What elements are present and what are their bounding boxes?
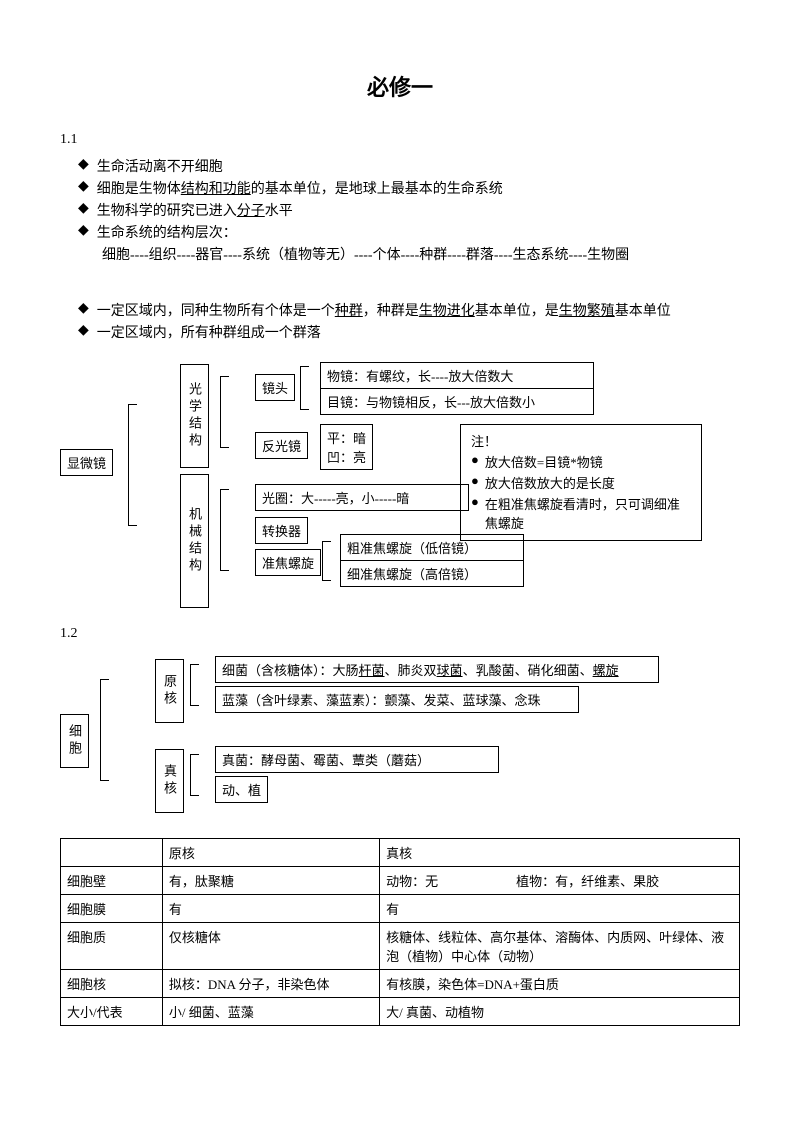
- box-optical: 光学结构: [180, 364, 209, 468]
- comparison-table: 原核 真核 细胞壁有，肽聚糖动物：无 植物：有，纤维素、果胶 细胞膜有有 细胞质…: [60, 838, 740, 1026]
- box-fine-focus: 细准焦螺旋（高倍镜）: [340, 560, 524, 587]
- table-header-row: 原核 真核: [61, 839, 740, 867]
- page-title: 必修一: [60, 70, 740, 102]
- box-objective: 物镜：有螺纹，长----放大倍数大: [320, 362, 594, 389]
- box-lens: 镜头: [255, 374, 295, 401]
- bullet-1: ◆生命活动离不开细胞: [78, 156, 740, 176]
- table-row: 细胞核拟核：DNA 分子，非染色体有核膜，染色体=DNA+蛋白质: [61, 970, 740, 998]
- box-mirror-type: 平：暗 凹：亮: [320, 424, 373, 470]
- bullet-3: ◆生物科学的研究已进入分子水平: [78, 200, 740, 220]
- box-eyepiece: 目镜：与物镜相反，长---放大倍数小: [320, 388, 594, 415]
- box-eukaryote: 真核: [155, 749, 184, 813]
- th-blank: [61, 839, 163, 867]
- box-cell: 细胞: [60, 714, 89, 768]
- bullet-2: ◆细胞是生物体结构和功能的基本单位，是地球上最基本的生命系统: [78, 178, 740, 198]
- box-bacteria: 细菌（含核糖体）：大肠杆菌、肺炎双球菌、乳酸菌、硝化细菌、螺旋: [215, 656, 659, 683]
- box-prokaryote: 原核: [155, 659, 184, 723]
- table-row: 细胞膜有有: [61, 895, 740, 923]
- th-prok: 原核: [162, 839, 379, 867]
- box-animal-plant: 动、植: [215, 776, 268, 803]
- note-1: 放大倍数=目镜*物镜: [485, 452, 603, 471]
- note-box: 注！ ●放大倍数=目镜*物镜 ●放大倍数放大的是长度 ●在粗准焦螺旋看清时，只可…: [460, 424, 702, 541]
- microscope-diagram: 显微镜 光学结构 机械结构 镜头 反光镜 物镜：有螺纹，长----放大倍数大 目…: [60, 354, 740, 614]
- box-fungi: 真菌：酵母菌、霉菌、蕈类（蘑菇）: [215, 746, 499, 773]
- bullet-4: ◆生命系统的结构层次：: [78, 222, 740, 242]
- cell-diagram: 细胞 原核 真核 细菌（含核糖体）：大肠杆菌、肺炎双球菌、乳酸菌、硝化细菌、螺旋…: [60, 654, 740, 824]
- bullet-4-sub: 细胞----组织----器官----系统（植物等无）----个体----种群--…: [102, 244, 740, 264]
- table-row: 细胞质仅核糖体核糖体、线粒体、高尔基体、溶酶体、内质网、叶绿体、液泡（植物）中心…: [61, 923, 740, 970]
- note-title: 注！: [471, 431, 691, 450]
- box-mechanical: 机械结构: [180, 474, 209, 608]
- section-1-1-num: 1.1: [60, 132, 740, 148]
- bullet-6: ◆一定区域内，所有种群组成一个群落: [78, 322, 740, 342]
- box-algae: 蓝藻（含叶绿素、藻蓝素）：颤藻、发菜、蓝球藻、念珠: [215, 686, 579, 713]
- table-row: 大小/代表小/ 细菌、蓝藻大/ 真菌、动植物: [61, 998, 740, 1026]
- bullet-5: ◆一定区域内，同种生物所有个体是一个种群，种群是生物进化基本单位，是生物繁殖基本…: [78, 300, 740, 320]
- box-focus: 准焦螺旋: [255, 549, 321, 576]
- note-2: 放大倍数放大的是长度: [485, 473, 615, 492]
- box-aperture: 光圈：大-----亮，小-----暗: [255, 484, 469, 511]
- note-3: 在粗准焦螺旋看清时，只可调细准焦螺旋: [485, 494, 691, 532]
- section-1-2-num: 1.2: [60, 626, 740, 642]
- box-microscope: 显微镜: [60, 449, 113, 476]
- th-euk: 真核: [380, 839, 740, 867]
- table-row: 细胞壁有，肽聚糖动物：无 植物：有，纤维素、果胶: [61, 867, 740, 895]
- box-changer: 转换器: [255, 517, 308, 544]
- box-mirror: 反光镜: [255, 432, 308, 459]
